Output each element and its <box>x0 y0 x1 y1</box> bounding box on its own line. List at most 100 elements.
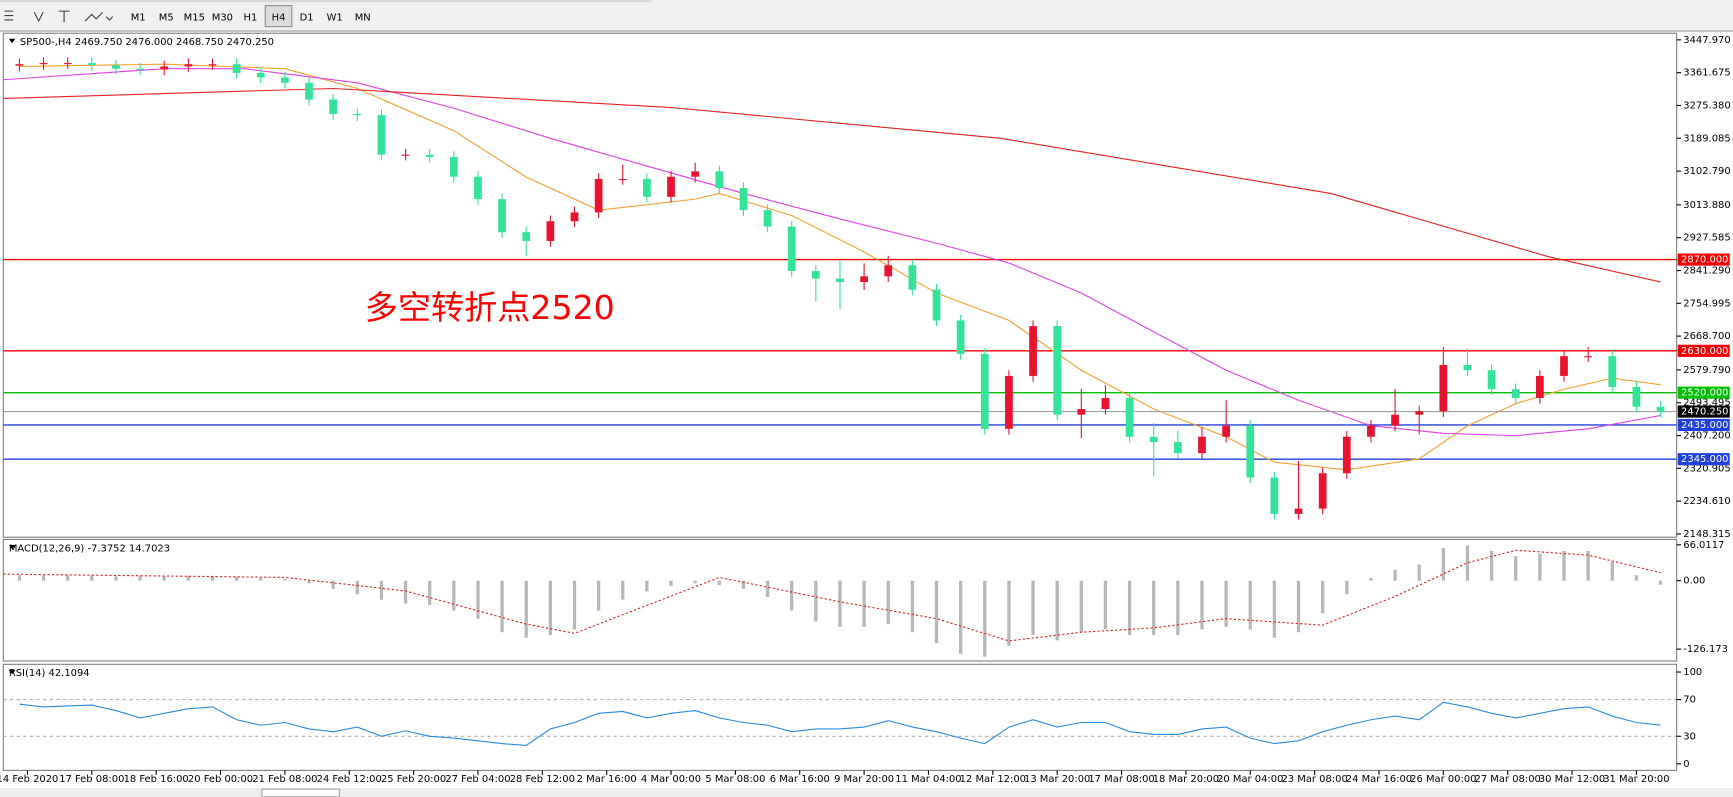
timeframe-button[interactable] <box>209 5 236 27</box>
price-axis <box>1676 33 1733 771</box>
last-price-box <box>1677 405 1730 418</box>
y-tick-label: 3102.790 <box>1683 166 1730 177</box>
y-tick-label: 3189.085 <box>1683 133 1730 144</box>
candle-body <box>787 226 796 271</box>
timeframe-label[interactable]: H4 <box>272 13 286 24</box>
timeframe-label[interactable]: D1 <box>300 13 314 24</box>
draw-icon[interactable] <box>84 11 104 22</box>
candle-body <box>1536 375 1544 398</box>
candle-body <box>1463 364 1472 371</box>
macd-bar <box>1248 580 1252 630</box>
timeframe-label[interactable]: M1 <box>131 13 146 24</box>
x-tick-label: 25 Feb 20:00 <box>381 774 446 785</box>
macd-bar <box>17 575 22 581</box>
timeframe-label[interactable]: H1 <box>244 13 258 24</box>
chart-tab[interactable] <box>261 788 340 797</box>
macd-bar <box>307 580 311 584</box>
timeframe-label[interactable]: M15 <box>184 13 205 24</box>
timeframe-label[interactable]: W1 <box>327 13 343 24</box>
macd-bar <box>838 580 842 627</box>
timeframe-label[interactable]: M5 <box>159 13 174 24</box>
macd-bar <box>210 575 215 581</box>
x-tick-label: 4 Mar 00:00 <box>641 774 701 785</box>
y-tick-label: 2754.995 <box>1683 298 1730 309</box>
panel-title: RSI(14) 42.1094 <box>9 668 90 679</box>
macd-bar <box>1489 550 1494 581</box>
x-tick-label: 31 Mar 20:00 <box>1603 774 1669 785</box>
candle-body <box>256 72 265 78</box>
x-tick-label: 14 Feb 2020 <box>0 774 58 785</box>
macd-bar <box>934 580 939 644</box>
level-label: 2435.000 <box>1681 420 1728 431</box>
macd-bar <box>283 579 287 581</box>
x-tick-label: 20 Mar 04:00 <box>1217 774 1283 785</box>
candle-body <box>449 156 458 177</box>
cursor-icon[interactable] <box>33 11 44 23</box>
level-label-box <box>1677 253 1730 266</box>
macd-bar <box>41 575 46 581</box>
candle-body <box>329 99 338 114</box>
macd-bar <box>355 580 359 595</box>
macd-bar <box>717 580 721 586</box>
candle-body <box>136 68 144 70</box>
timeframe-button[interactable] <box>237 5 264 27</box>
timeframe-button[interactable] <box>181 5 208 27</box>
dropdown-icon[interactable] <box>105 16 114 21</box>
toolbar-top <box>0 0 653 3</box>
candle-body <box>184 64 193 67</box>
macd-bar <box>1200 580 1204 630</box>
candle-body <box>1270 477 1279 514</box>
timeframe-button[interactable] <box>321 5 348 27</box>
macd-bar <box>138 576 142 581</box>
timeframe-button[interactable] <box>152 5 180 27</box>
plot-area <box>3 57 1677 520</box>
timeframe-button[interactable] <box>124 5 152 27</box>
candle-body <box>474 176 482 200</box>
candle-body <box>87 63 96 66</box>
timeframe-button[interactable] <box>264 5 293 28</box>
macd-bar <box>958 580 963 654</box>
timeframe-label[interactable]: MN <box>355 13 371 24</box>
plot-area <box>3 545 1663 657</box>
x-tick-label: 24 Feb 12:00 <box>317 774 382 785</box>
candle-body <box>1294 508 1303 514</box>
macd-bar <box>1152 580 1156 635</box>
candle-body <box>956 320 965 354</box>
x-tick-label: 17 Mar 08:00 <box>1088 774 1154 785</box>
y-tick-label: 3447.970 <box>1683 35 1730 46</box>
y-tick-label: 3361.675 <box>1683 68 1730 79</box>
macd-bar <box>114 576 118 581</box>
x-tick-label: 13 Mar 20:00 <box>1024 774 1090 785</box>
macd-bar <box>741 580 746 589</box>
timeframe-button[interactable] <box>349 5 376 27</box>
macd-bar <box>1465 545 1470 581</box>
macd-bar <box>1634 575 1639 581</box>
text-icon[interactable] <box>58 10 70 23</box>
timeframe-button[interactable] <box>293 5 320 27</box>
menu-icon[interactable] <box>4 10 14 21</box>
macd-bar <box>1296 580 1301 633</box>
macd-bar <box>259 577 263 581</box>
x-tick-label: 12 Mar 12:00 <box>960 774 1026 785</box>
macd-bar <box>452 580 456 611</box>
macd-bar <box>790 580 794 611</box>
candle-body <box>908 265 917 290</box>
x-tick-label: 11 Mar 04:00 <box>895 774 961 785</box>
candle-body <box>112 65 120 69</box>
candle-body <box>570 212 579 222</box>
candle-body <box>1029 326 1037 376</box>
y-tick-label: 3013.880 <box>1683 200 1730 211</box>
candle-body <box>1173 442 1182 454</box>
y-tick-label: -126.173 <box>1683 644 1728 655</box>
macd-bar <box>186 575 191 581</box>
macd-bar <box>862 580 866 627</box>
macd-bar <box>1079 580 1083 633</box>
macd-bar <box>331 580 335 589</box>
candle-body <box>836 278 844 283</box>
timeframe-label[interactable]: M30 <box>212 13 233 24</box>
macd-bar <box>1610 561 1614 581</box>
x-tick-label: 30 Mar 12:00 <box>1539 774 1605 785</box>
x-tick-label: 18 Feb 16:00 <box>124 774 189 785</box>
candle-body <box>715 171 724 189</box>
